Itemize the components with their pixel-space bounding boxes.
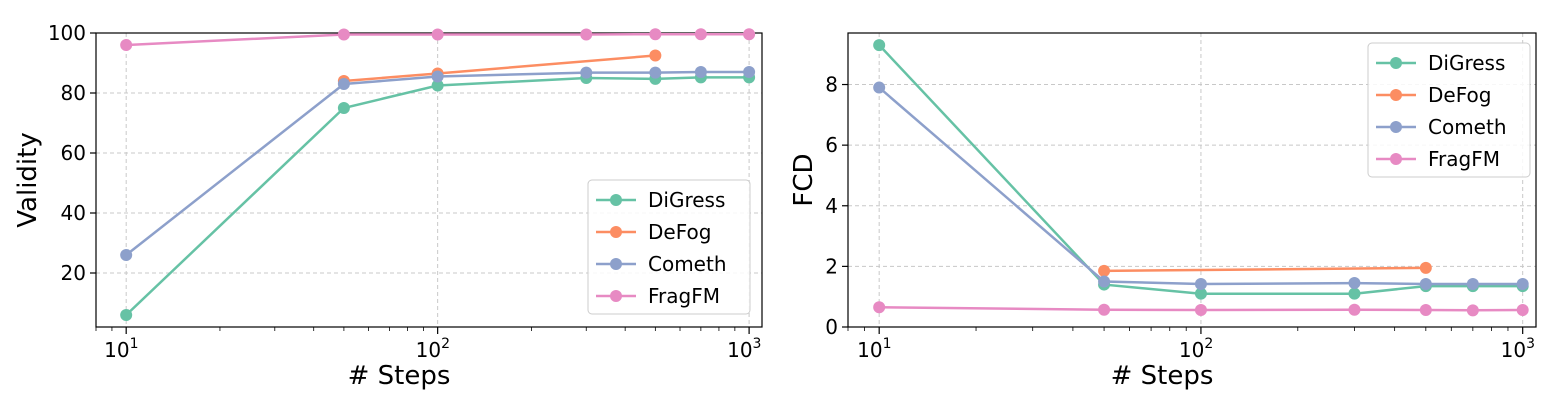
chart-0-series-cometh-point-0 bbox=[120, 249, 133, 261]
chart-0-x-axis-label: # Steps bbox=[348, 361, 451, 391]
chart-1-series-defog-point-0 bbox=[1098, 264, 1111, 277]
chart-0-y-tick-label-1: 40 bbox=[61, 201, 86, 225]
chart-0-series-fragfm-point-6 bbox=[743, 28, 756, 41]
chart-0-series-cometh-point-4 bbox=[649, 66, 662, 79]
chart-1-legend-defog-swatch-marker bbox=[1390, 89, 1402, 101]
chart-1-y-tick-label-2: 4 bbox=[825, 194, 838, 218]
chart-1-legend-fragfm-label: FragFM bbox=[1428, 147, 1500, 171]
chart-1-series-cometh-point-0 bbox=[873, 81, 886, 94]
chart-1-y-tick-label-1: 2 bbox=[825, 254, 838, 278]
chart-0-x-tick-label-1: 102 bbox=[416, 336, 450, 362]
chart-1-series-fragfm-point-0 bbox=[873, 301, 886, 314]
chart-1-x-tick-label-0: 101 bbox=[857, 336, 891, 362]
chart-0-legend-digress-swatch-marker bbox=[610, 194, 622, 206]
chart-0-x-tick-label-2: 103 bbox=[727, 336, 761, 362]
chart-0-y-tick-label-0: 20 bbox=[61, 261, 86, 285]
chart-0-series-defog-point-2 bbox=[649, 49, 662, 62]
chart-1-series-cometh-point-2 bbox=[1194, 277, 1207, 290]
chart-0-y-tick-label-4: 100 bbox=[48, 21, 86, 45]
chart-0-legend-fragfm-label: FragFM bbox=[648, 284, 720, 308]
chart-1-plot-frame bbox=[847, 32, 1537, 328]
chart-1-series-fragfm-point-5 bbox=[1466, 304, 1479, 317]
chart-1-legend-cometh-swatch-marker bbox=[1390, 121, 1402, 133]
chart-0-series-cometh-point-5 bbox=[694, 66, 707, 78]
chart-0-series-fragfm-point-0 bbox=[120, 39, 133, 51]
chart-0-series-digress-point-2 bbox=[431, 79, 444, 92]
chart-0-legend-fragfm-swatch-marker bbox=[610, 290, 622, 302]
chart-1-series-defog-point-1 bbox=[1419, 261, 1432, 274]
fcd-chart: 0 2 4 6 8 101 102 103 # Steps FCD DiGress DeFog Come… bbox=[789, 32, 1537, 391]
chart-0-series-fragfm-point-5 bbox=[694, 28, 707, 41]
chart-0-y-tick-label-2: 60 bbox=[61, 141, 86, 165]
chart-0-series-digress-point-0 bbox=[120, 309, 133, 321]
chart-0-series-fragfm-point-2 bbox=[431, 28, 444, 41]
chart-1-series-defog-line bbox=[1104, 266, 1426, 273]
chart-1-legend-digress-swatch-marker bbox=[1390, 57, 1402, 69]
chart-1-series-digress-point-0 bbox=[873, 39, 886, 52]
chart-1-legend-digress-label: DiGress bbox=[1428, 51, 1505, 75]
chart-0-series-digress-point-1 bbox=[337, 102, 350, 114]
chart-1-y-tick-label-3: 6 bbox=[825, 133, 838, 157]
chart-1-series-cometh-point-5 bbox=[1466, 277, 1479, 290]
chart-1-series-cometh-point-3 bbox=[1348, 277, 1361, 290]
chart-1-series-cometh-point-4 bbox=[1419, 277, 1432, 290]
chart-0-series-fragfm-point-4 bbox=[649, 28, 662, 41]
chart-0-legend-defog-swatch-marker bbox=[610, 226, 622, 238]
chart-0-series-fragfm-point-1 bbox=[337, 28, 350, 41]
chart-0-plot-frame bbox=[95, 32, 763, 328]
chart-1-y-tick-label-4: 8 bbox=[825, 73, 838, 97]
chart-0-legend-defog-label: DeFog bbox=[648, 220, 711, 244]
chart-0-y-tick-label-3: 80 bbox=[61, 81, 86, 105]
chart-1-series-fragfm-point-1 bbox=[1098, 303, 1111, 316]
validity-chart: 20 40 60 80 100 101 102 103 # Steps Validity DiGre… bbox=[13, 21, 763, 391]
chart-1-x-axis-label: # Steps bbox=[1111, 361, 1214, 391]
chart-1-series-fragfm-point-3 bbox=[1348, 303, 1361, 316]
chart-0-legend-cometh-label: Cometh bbox=[648, 252, 727, 276]
chart-0-series-fragfm-point-3 bbox=[580, 28, 593, 41]
chart-1-series-fragfm-point-4 bbox=[1419, 304, 1432, 317]
chart-1-x-tick-label-2: 103 bbox=[1501, 336, 1535, 362]
chart-0-y-axis-label: Validity bbox=[13, 132, 43, 227]
chart-1-series-digress-point-3 bbox=[1348, 287, 1361, 300]
chart-0-series-cometh-point-3 bbox=[580, 66, 593, 79]
chart-0-legend-digress-label: DiGress bbox=[648, 188, 725, 212]
chart-0-series-cometh-point-1 bbox=[337, 78, 350, 90]
chart-1-series-digress-point-2 bbox=[1194, 287, 1207, 300]
chart-1-legend-cometh-label: Cometh bbox=[1428, 115, 1507, 139]
chart-0-series-cometh-point-2 bbox=[431, 70, 444, 83]
chart-1-legend-fragfm-swatch-marker bbox=[1390, 153, 1402, 165]
chart-1-series-cometh-point-1 bbox=[1098, 275, 1111, 288]
chart-1-x-tick-label-1: 102 bbox=[1179, 336, 1213, 362]
chart-1-legend bbox=[1367, 42, 1531, 178]
chart-0-x-tick-label-0: 101 bbox=[104, 336, 138, 362]
chart-0-legend bbox=[587, 179, 751, 315]
chart-1-y-axis-label: FCD bbox=[789, 153, 819, 206]
chart-1-series-fragfm-point-6 bbox=[1516, 304, 1529, 317]
chart-1-legend-defog-label: DeFog bbox=[1428, 83, 1491, 107]
chart-1-series-cometh-point-6 bbox=[1516, 277, 1529, 290]
chart-1-y-tick-label-0: 0 bbox=[825, 315, 838, 339]
chart-0-series-cometh-point-6 bbox=[743, 66, 756, 78]
chart-1-series-fragfm-point-2 bbox=[1194, 304, 1207, 317]
chart-0-legend-cometh-swatch-marker bbox=[610, 258, 622, 270]
